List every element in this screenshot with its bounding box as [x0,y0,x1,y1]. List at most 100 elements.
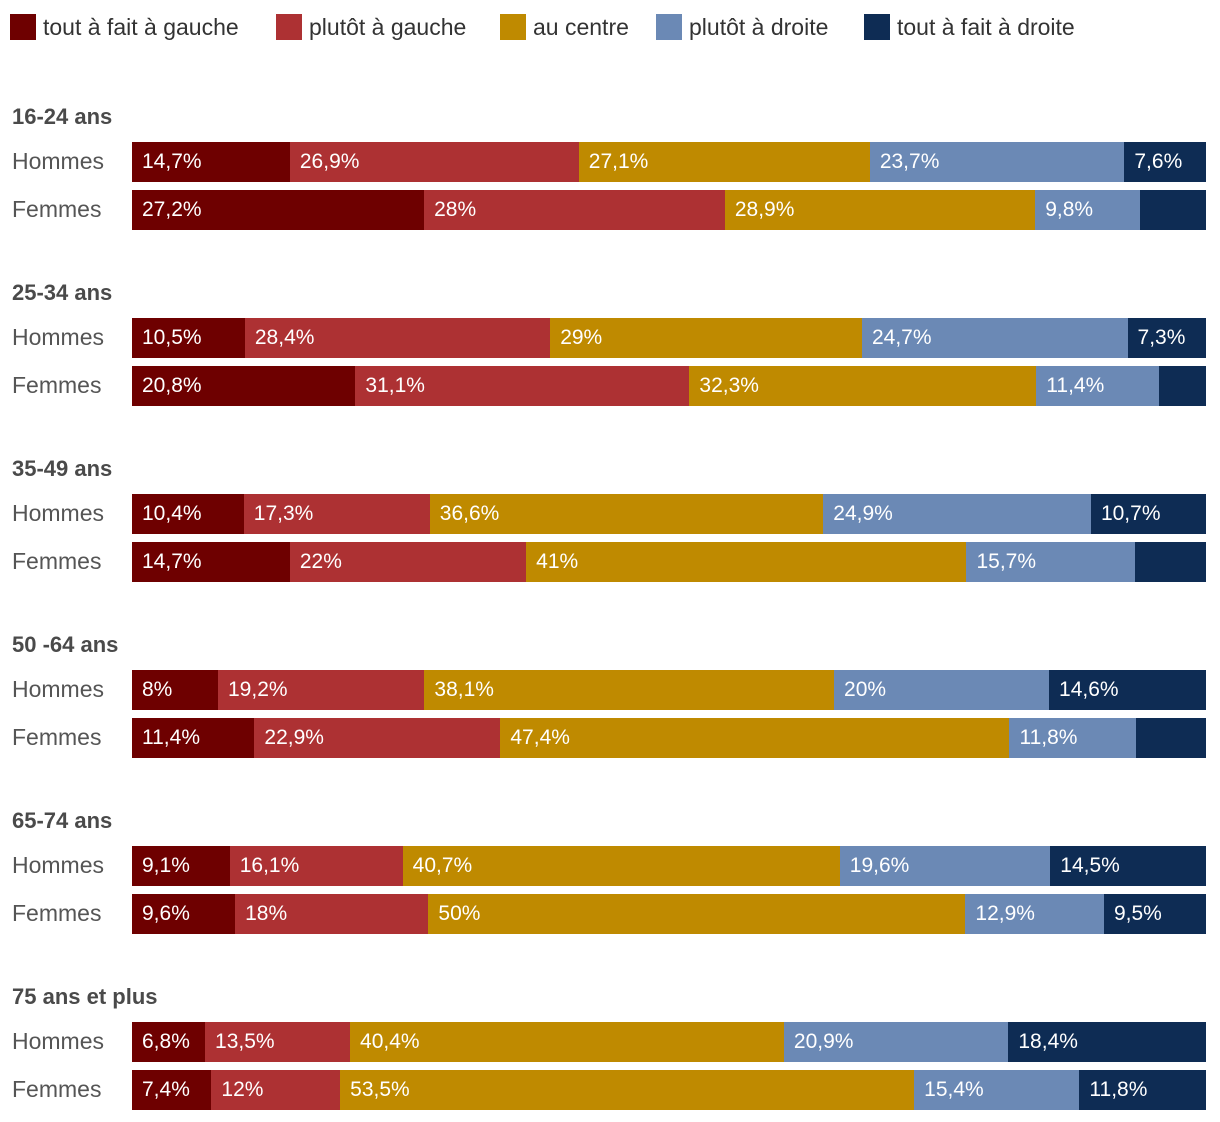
bar-segment: 9,6% [132,894,236,934]
bar-value-label: 19,6% [849,854,910,877]
row-label: Femmes [12,900,102,926]
bar-segment: 7,4% [132,1070,212,1110]
bar-segment: 47,4% [500,718,1010,758]
bar-segment: 7,3% [1127,318,1207,358]
bar-segment: 32,3% [689,366,1037,406]
legend-swatch [500,14,526,40]
bar-segment: 11,8% [1009,718,1137,758]
bar-segment: 20,8% [132,366,356,406]
bar-value-label: 14,6% [1059,678,1119,701]
bar-segment: 40,7% [402,846,841,886]
row-label: Hommes [12,324,105,350]
bar-value-label: 14,5% [1060,854,1120,877]
bar-value-label: 17,3% [253,502,314,525]
bar-segment: 20% [834,670,1050,710]
bar-segment: 11,4% [1036,366,1160,406]
bar-value-label: 15,7% [976,550,1037,573]
bar-segment: 18% [235,894,429,934]
bar-segment: 36,6% [429,494,824,534]
bar-value-label: 11,8% [1019,726,1078,749]
bar-value-label: 24,9% [833,502,893,525]
bar-value-label: 19,2% [228,678,288,701]
bar-value-label: 11,4% [142,726,200,749]
bar-value-label: 8% [142,678,173,701]
bar-segment: 29% [550,318,863,358]
bar-segment: 11,4% [132,718,255,758]
bar-value-label: 47,4% [510,726,570,749]
bar-segment: 10,5% [132,318,246,358]
bar-value-label: 38,1% [434,678,494,701]
row-label: Femmes [12,196,102,222]
row-label: Hommes [12,852,105,878]
bar-value-label: 41% [536,550,579,573]
bar-value-label: 20% [844,678,887,701]
bar-value-label: 10,7% [1100,502,1161,525]
bar-value-label: 31,1% [365,374,425,397]
bar-segment [1136,718,1207,758]
bar-segment: 12% [211,1070,341,1110]
bar-segment: 27,1% [578,142,871,182]
bar-segment: 9,1% [132,846,231,886]
bar-value-label: 12% [221,1078,264,1101]
bar-segment: 41% [526,542,967,582]
bar-segment: 10,4% [132,494,245,534]
bar-value-label: 50% [438,902,481,925]
bar-segment: 20,9% [783,1022,1009,1062]
bar-value-label: 9,5% [1113,902,1162,925]
legend-item: plutôt à droite [656,12,828,42]
bar-value-label: 20,8% [142,374,202,397]
bar-value-label: 27,2% [142,198,202,221]
age-group-label: 35-49 ans [12,456,113,481]
age-group-label: 65-74 ans [12,808,113,833]
bar-segment: 14,7% [132,142,291,182]
legend-item: tout à fait à gauche [10,12,239,42]
bar-segment: 53,5% [340,1070,915,1110]
bar-value-label: 26,9% [299,150,360,173]
legend-item: tout à fait à droite [864,12,1075,42]
bar-segment: 14,6% [1049,670,1207,710]
bar-value-label: 40,7% [412,854,473,877]
bar-value-label: 11,4% [1046,374,1105,397]
bar-value-label: 32,3% [699,374,759,397]
bar-segment: 11,8% [1079,1070,1207,1110]
bar-segment: 13,5% [205,1022,351,1062]
legend-label: au centre [533,13,629,40]
bar-value-label: 7,3% [1137,326,1186,349]
legend-swatch [276,14,302,40]
bar-segment: 22,9% [254,718,501,758]
bar-value-label: 18% [245,902,288,925]
legend-swatch [10,14,36,40]
bar-segment: 15,4% [914,1070,1080,1110]
bar-segment: 19,2% [218,670,425,710]
bar-segment: 19,6% [839,846,1051,886]
row-label: Hommes [12,148,105,174]
bar-value-label: 9,6% [142,902,190,925]
bar-segment: 28,9% [724,190,1036,230]
bar-value-label: 22% [299,550,342,573]
bar-segment: 50% [428,894,966,934]
age-group-label: 75 ans et plus [12,984,158,1009]
bar-value-label: 16,1% [239,854,300,877]
row-label: Hommes [12,676,105,702]
bar-segment: 18,4% [1008,1022,1207,1062]
legend-swatch [656,14,682,40]
bar-segment [1158,366,1207,406]
row-label: Femmes [12,724,102,750]
bar-segment: 28,4% [244,318,551,358]
bar-value-label: 29% [560,326,603,349]
bar-value-label: 7,6% [1134,150,1183,173]
bar-value-label: 15,4% [924,1078,984,1101]
bar-value-label: 28,9% [734,198,795,221]
bar-segment: 14,5% [1050,846,1207,886]
bar-value-label: 24,7% [871,326,932,349]
bar-segment: 9,8% [1035,190,1141,230]
bar-value-label: 36,6% [439,502,500,525]
bar-value-label: 20,9% [793,1030,854,1053]
row-label: Hommes [12,1028,105,1054]
bar-value-label: 14,7% [142,150,202,173]
row-label: Femmes [12,548,102,574]
bar-segment [1140,190,1207,230]
age-group-label: 25-34 ans [12,280,113,305]
bar-value-label: 13,5% [215,1030,275,1053]
bar-value-label: 28% [434,198,477,221]
